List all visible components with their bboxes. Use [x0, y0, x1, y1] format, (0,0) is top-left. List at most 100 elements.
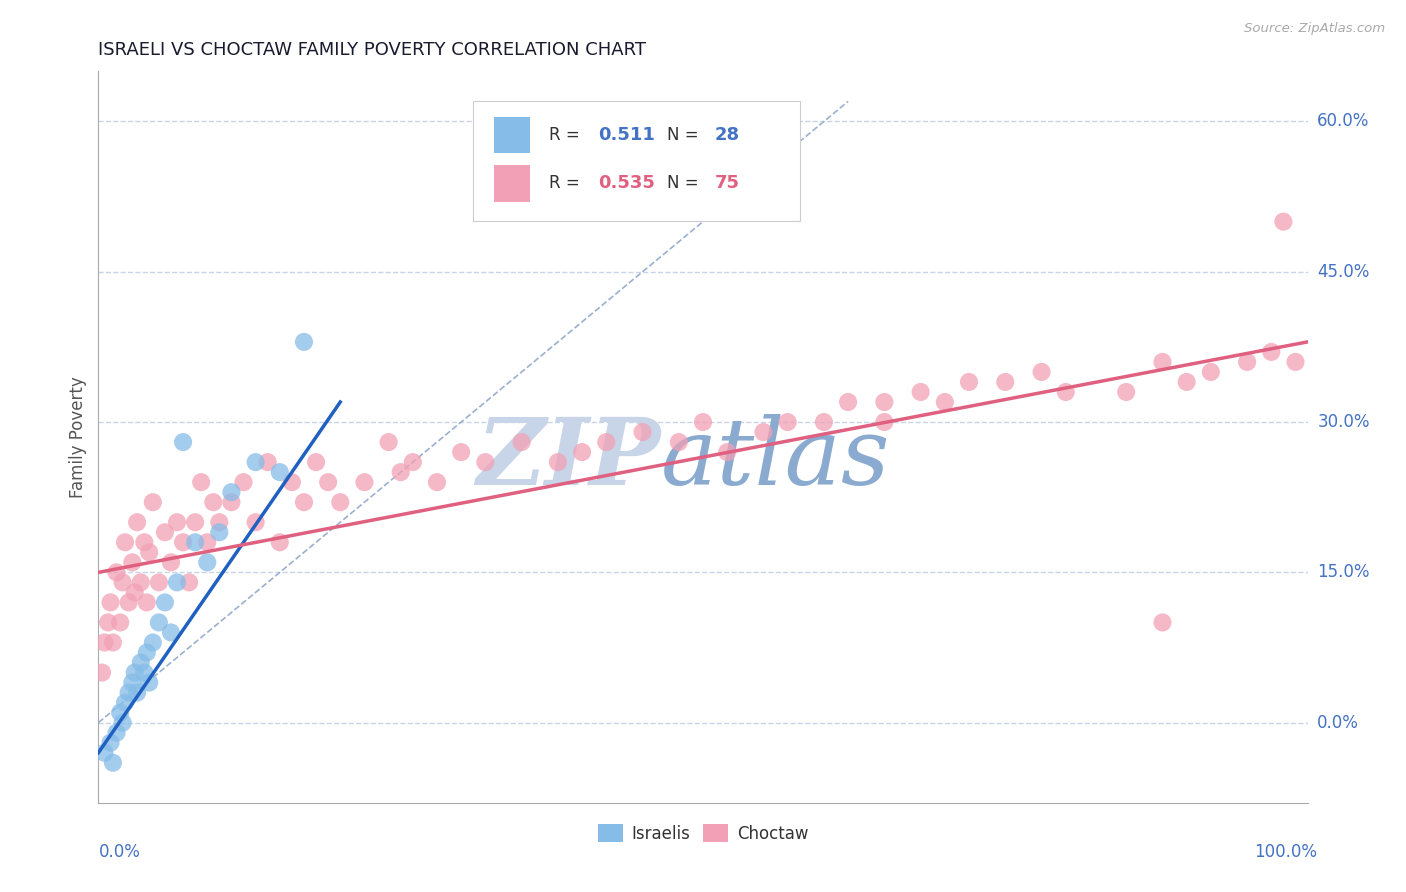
Text: 45.0%: 45.0%	[1317, 263, 1369, 281]
Point	[837, 395, 859, 409]
Text: N =: N =	[666, 174, 703, 193]
Bar	[494, 165, 530, 202]
Point	[114, 535, 136, 549]
Point	[232, 475, 254, 490]
Point	[100, 736, 122, 750]
Text: 60.0%: 60.0%	[1317, 112, 1369, 130]
Point	[1054, 384, 1077, 399]
Point	[221, 495, 243, 509]
Point	[1152, 615, 1174, 630]
Point	[292, 495, 315, 509]
Point	[1284, 355, 1306, 369]
Point	[142, 495, 165, 509]
Point	[138, 545, 160, 559]
Point	[957, 375, 980, 389]
Point	[190, 475, 212, 490]
Point	[292, 334, 315, 349]
Point	[142, 635, 165, 649]
Text: Source: ZipAtlas.com: Source: ZipAtlas.com	[1244, 22, 1385, 36]
Point	[1152, 355, 1174, 369]
FancyBboxPatch shape	[474, 101, 800, 221]
Point	[101, 756, 124, 770]
Point	[547, 455, 569, 469]
Text: N =: N =	[666, 126, 703, 144]
Point	[752, 425, 775, 439]
Text: 75: 75	[716, 174, 740, 193]
Text: 0.511: 0.511	[598, 126, 655, 144]
Point	[329, 495, 352, 509]
Point	[134, 665, 156, 680]
Text: 15.0%: 15.0%	[1317, 564, 1369, 582]
Point	[166, 515, 188, 529]
Point	[124, 665, 146, 680]
Point	[776, 415, 799, 429]
Point	[153, 525, 176, 540]
Point	[121, 555, 143, 569]
Point	[148, 575, 170, 590]
Point	[114, 696, 136, 710]
Point	[994, 375, 1017, 389]
Point	[153, 595, 176, 609]
Point	[934, 395, 956, 409]
Point	[450, 445, 472, 459]
Point	[108, 615, 131, 630]
Point	[426, 475, 449, 490]
Point	[668, 435, 690, 450]
Point	[124, 585, 146, 599]
Point	[138, 675, 160, 690]
Bar	[494, 117, 530, 153]
Point	[269, 465, 291, 479]
Point	[202, 495, 225, 509]
Text: ISRAELI VS CHOCTAW FAMILY POVERTY CORRELATION CHART: ISRAELI VS CHOCTAW FAMILY POVERTY CORREL…	[98, 41, 647, 59]
Point	[101, 635, 124, 649]
Point	[172, 535, 194, 549]
Point	[105, 725, 128, 739]
Point	[256, 455, 278, 469]
Point	[631, 425, 654, 439]
Point	[716, 445, 738, 459]
Text: atlas: atlas	[661, 414, 890, 504]
Point	[305, 455, 328, 469]
Text: 28: 28	[716, 126, 740, 144]
Point	[402, 455, 425, 469]
Point	[134, 535, 156, 549]
Point	[1260, 345, 1282, 359]
Point	[353, 475, 375, 490]
Text: 0.0%: 0.0%	[98, 843, 141, 861]
Point	[127, 515, 149, 529]
Point	[873, 395, 896, 409]
Point	[127, 685, 149, 699]
Point	[111, 575, 134, 590]
Point	[873, 415, 896, 429]
Point	[221, 485, 243, 500]
Point	[269, 535, 291, 549]
Point	[93, 746, 115, 760]
Point	[184, 535, 207, 549]
Point	[208, 525, 231, 540]
Point	[474, 455, 496, 469]
Point	[208, 515, 231, 529]
Point	[813, 415, 835, 429]
Point	[195, 535, 218, 549]
Point	[148, 615, 170, 630]
Point	[135, 646, 157, 660]
Point	[129, 656, 152, 670]
Text: ZIP: ZIP	[477, 414, 661, 504]
Point	[1236, 355, 1258, 369]
Text: R =: R =	[550, 174, 585, 193]
Y-axis label: Family Poverty: Family Poverty	[69, 376, 87, 498]
Point	[118, 595, 141, 609]
Point	[281, 475, 304, 490]
Point	[389, 465, 412, 479]
Point	[692, 415, 714, 429]
Point	[195, 555, 218, 569]
Point	[121, 675, 143, 690]
Point	[1199, 365, 1222, 379]
Point	[118, 685, 141, 699]
Point	[172, 435, 194, 450]
Point	[377, 435, 399, 450]
Point	[1031, 365, 1053, 379]
Point	[100, 595, 122, 609]
Point	[595, 435, 617, 450]
Point	[129, 575, 152, 590]
